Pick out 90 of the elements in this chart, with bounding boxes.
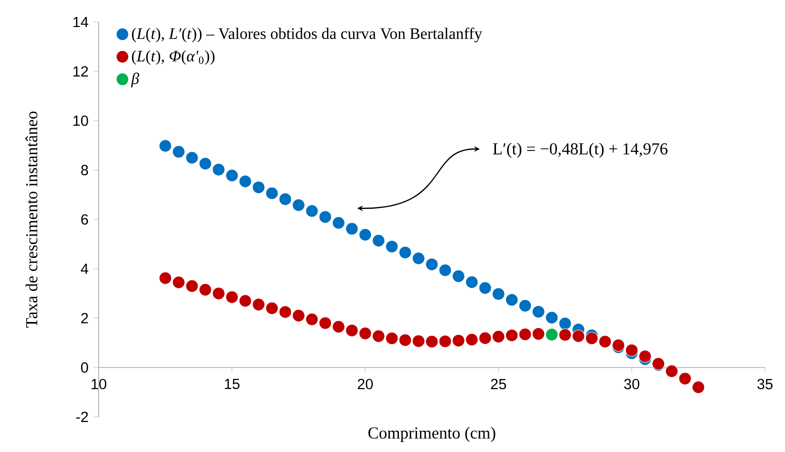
y-axis-title: Taxa de crescimento instantâneo: [26, 112, 38, 328]
point: [266, 186, 278, 200]
y-tick-label: 10: [73, 116, 88, 126]
point: [692, 380, 705, 394]
point: [585, 332, 598, 345]
point: [532, 305, 545, 318]
text: (L(t), Φ(α′$_{0}$)): [132, 50, 214, 65]
point: [212, 287, 226, 300]
y-tick-label: 14: [73, 17, 88, 28]
point: [358, 327, 372, 340]
point: [306, 313, 318, 326]
point: [158, 140, 172, 152]
y-tick-label: 12: [73, 66, 88, 77]
point: [505, 329, 518, 342]
point: [238, 175, 252, 188]
x-tick-label: 35: [757, 378, 773, 390]
point: [358, 228, 372, 242]
point: [252, 181, 266, 194]
y-tick-label: 4: [80, 264, 88, 274]
point: [292, 198, 306, 212]
legend-label: β: [131, 72, 140, 88]
point: [665, 364, 678, 378]
point: [345, 324, 358, 337]
point: [545, 311, 558, 324]
point: [172, 276, 186, 289]
point: [465, 276, 478, 289]
point: [292, 309, 306, 322]
point: [372, 234, 385, 248]
x-tick-label: 25: [491, 378, 506, 390]
y-tick-label: 0: [81, 362, 88, 373]
point: [465, 333, 478, 346]
point: [332, 320, 345, 334]
x-tick-label: 30: [624, 378, 640, 390]
point: [412, 334, 425, 348]
x-tick-label: 10: [92, 378, 106, 390]
point: [492, 330, 505, 344]
point: [226, 169, 238, 182]
point: [172, 145, 186, 158]
x-axis-title: Comprimento (cm): [368, 426, 496, 442]
point: [186, 280, 198, 293]
point: [425, 258, 438, 271]
point: [238, 294, 252, 308]
point: [318, 316, 332, 330]
y-tick-label: 6: [81, 214, 88, 225]
y-tick-label: -2: [76, 412, 88, 422]
x-tick-label: 15: [224, 378, 240, 390]
point: [505, 294, 518, 306]
point: [425, 335, 438, 348]
point: [398, 334, 412, 347]
point: [385, 332, 398, 345]
point: [518, 299, 532, 312]
point: [438, 334, 452, 348]
point: [572, 330, 585, 343]
point: [558, 317, 572, 330]
point: [638, 350, 652, 363]
point: [518, 328, 532, 341]
y-tick-label: 2: [81, 313, 88, 324]
point: [198, 157, 212, 170]
point: [598, 335, 612, 348]
point: [278, 306, 292, 318]
point: [278, 192, 292, 206]
point: [478, 332, 492, 345]
point: [266, 302, 278, 315]
point: [478, 282, 492, 294]
point: [385, 240, 398, 254]
point: [306, 204, 318, 218]
text: (L(t), L′(t)) – Valores obtidos da curva Von Bertalanffy: [132, 28, 482, 42]
y-tick-label: 8: [81, 164, 88, 176]
point: [212, 163, 226, 176]
point: [625, 344, 638, 357]
point: [226, 290, 238, 304]
x-tick-label: 20: [358, 378, 373, 390]
point: [345, 222, 358, 236]
point: [438, 264, 452, 277]
point: [398, 246, 412, 259]
annotation: L′(t) = −0,48L(t) + 14,976: [493, 142, 668, 158]
point: [318, 210, 332, 224]
point: [252, 298, 266, 312]
point: [558, 328, 572, 342]
point: [452, 270, 465, 283]
point: [492, 288, 505, 300]
point: [158, 272, 172, 285]
point: [186, 151, 198, 164]
point: [372, 330, 385, 343]
point: [452, 334, 465, 348]
point: [198, 283, 212, 296]
point: [332, 216, 345, 230]
point: [532, 328, 545, 340]
point: [678, 372, 692, 386]
point: [412, 252, 425, 265]
